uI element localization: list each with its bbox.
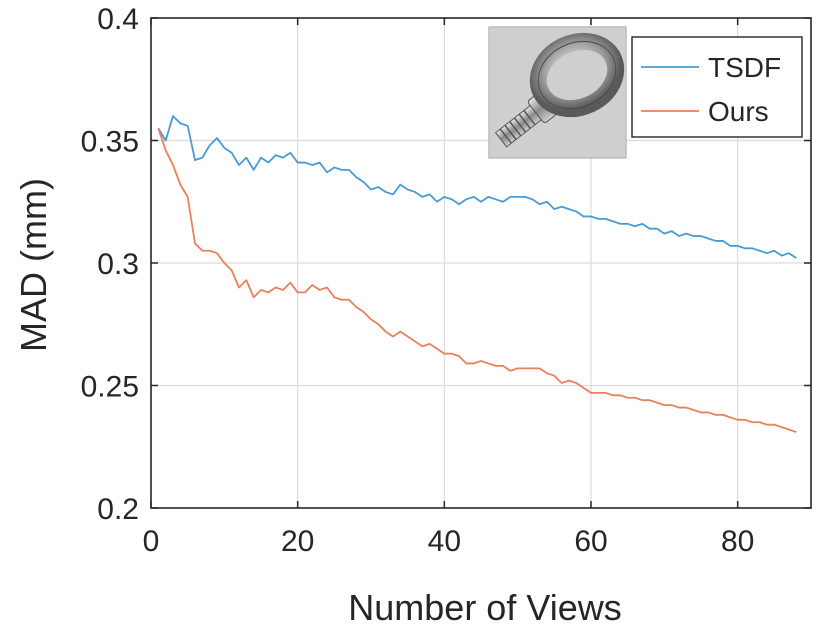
series-layer (157, 115, 797, 433)
x-tick-label: 20 (281, 525, 314, 558)
legend: TSDF Ours (631, 36, 803, 138)
x-tick-label: 80 (721, 525, 754, 558)
legend-box (631, 36, 803, 138)
y-tick-label: 0.35 (81, 126, 139, 159)
x-tick-label: 0 (143, 525, 160, 558)
legend-label-ours: Ours (708, 96, 769, 127)
y-axis-ticks: 0.2 0.25 0.3 0.35 0.4 (81, 3, 811, 526)
legend-label-tsdf: TSDF (708, 52, 781, 83)
series-line-ours (157, 127, 797, 433)
eye-bolt-photo (488, 26, 627, 159)
x-axis-ticks: 0 20 40 60 80 (143, 18, 754, 558)
y-tick-label: 0.3 (97, 248, 139, 281)
x-tick-label: 60 (574, 525, 607, 558)
y-tick-label: 0.4 (97, 3, 139, 36)
y-axis-label: MAD (mm) (13, 178, 54, 352)
y-tick-label: 0.2 (97, 493, 139, 526)
x-tick-label: 40 (428, 525, 461, 558)
series-line-tsdf (157, 115, 797, 259)
y-tick-label: 0.25 (81, 371, 139, 404)
x-axis-label: Number of Views (348, 587, 621, 628)
